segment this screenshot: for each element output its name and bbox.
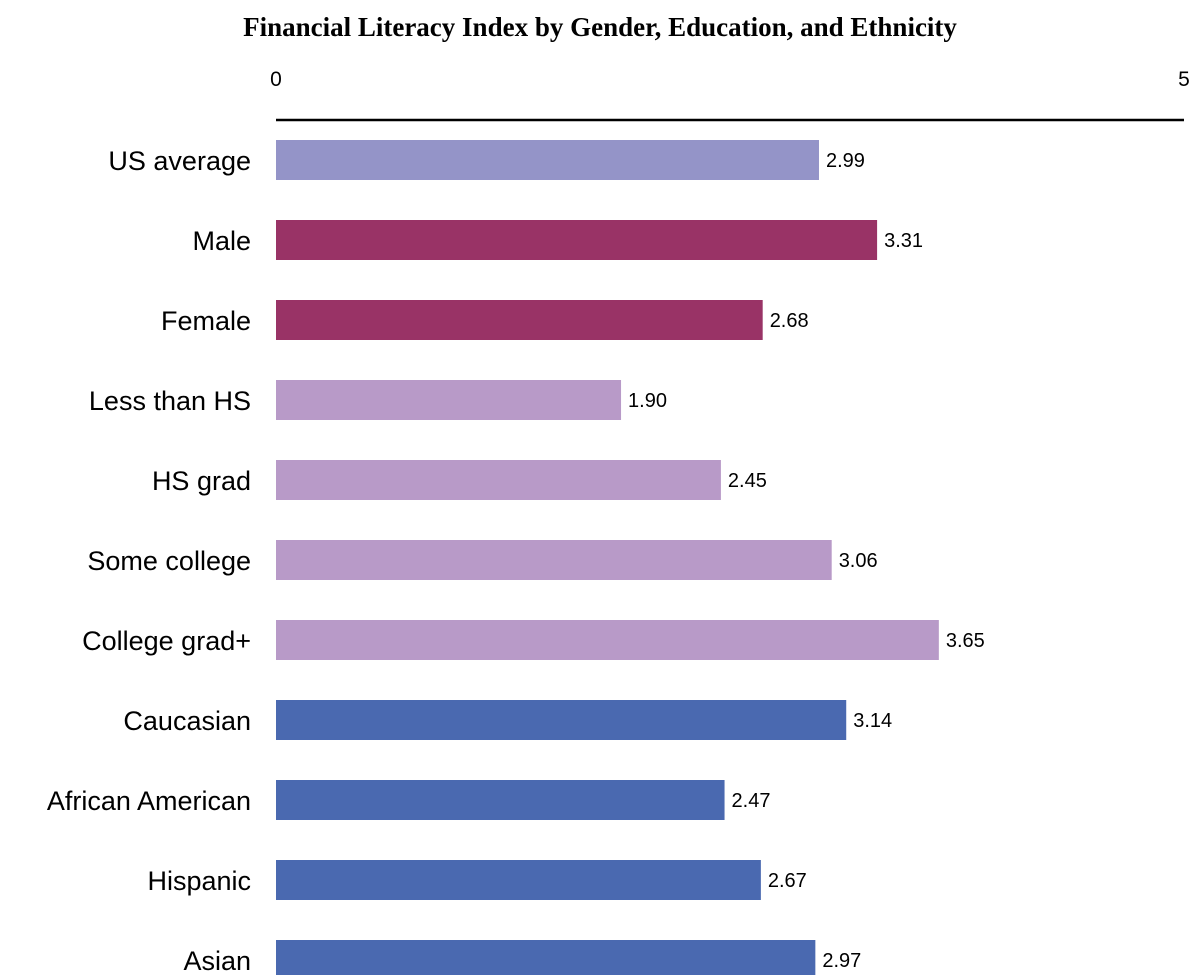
bar: [276, 380, 622, 420]
bar: [276, 780, 725, 820]
data-label: 3.31: [884, 230, 923, 252]
category-label: Some college: [87, 546, 251, 576]
data-label: 3.06: [839, 550, 878, 572]
bar: [276, 620, 939, 660]
data-label: 3.65: [946, 630, 985, 652]
data-label: 2.47: [732, 790, 771, 812]
data-label: 3.14: [853, 710, 892, 732]
category-label: College grad+: [82, 626, 251, 656]
x-tick-label: 5: [1178, 68, 1190, 91]
bar: [276, 540, 832, 580]
category-label: Less than HS: [89, 386, 251, 416]
bar: [276, 700, 847, 740]
category-label: Male: [192, 226, 251, 256]
bar: [276, 940, 816, 975]
bar: [276, 220, 878, 260]
bar: [276, 460, 721, 500]
bar: [276, 140, 819, 180]
data-label: 1.90: [628, 390, 667, 412]
data-label: 2.67: [768, 870, 807, 892]
data-label: 2.68: [770, 310, 809, 332]
data-label: 2.99: [826, 150, 865, 172]
category-label: Female: [161, 306, 251, 336]
chart-title: Financial Literacy Index by Gender, Educ…: [243, 12, 957, 42]
category-label: Asian: [183, 946, 251, 975]
bar: [276, 300, 763, 340]
category-label: Hispanic: [147, 866, 251, 896]
bars: [276, 140, 939, 975]
data-label: 2.97: [822, 950, 861, 972]
category-label: HS grad: [152, 466, 251, 496]
bar: [276, 860, 761, 900]
category-label: US average: [108, 146, 251, 176]
category-label: African American: [47, 786, 251, 816]
labels: US average 2.99 Male 3.31 Female 2.68 Less tha…: [47, 146, 985, 975]
data-label: 2.45: [728, 470, 767, 492]
category-label: Caucasian: [123, 706, 251, 736]
x-tick-label: 0: [270, 68, 282, 91]
